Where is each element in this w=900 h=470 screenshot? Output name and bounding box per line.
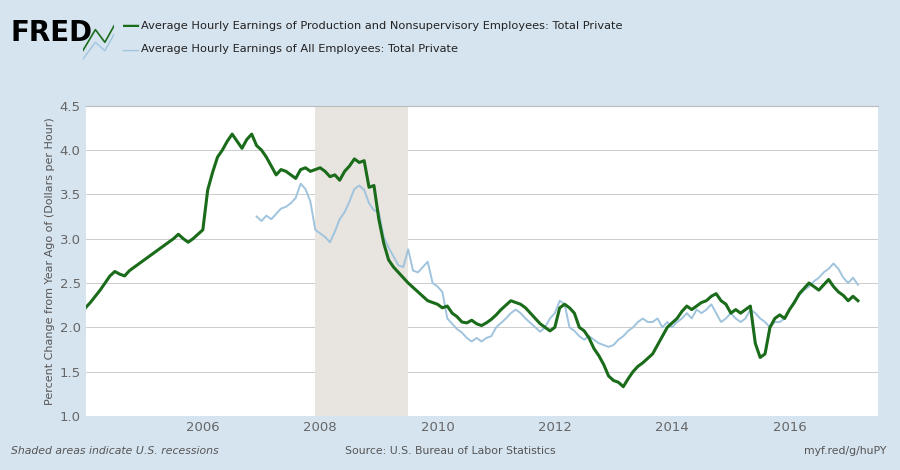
Text: —: —	[122, 17, 140, 35]
Text: Average Hourly Earnings of Production and Nonsupervisory Employees: Total Privat: Average Hourly Earnings of Production an…	[141, 21, 623, 31]
Text: FRED: FRED	[11, 19, 93, 47]
Text: myf.red/g/huPY: myf.red/g/huPY	[804, 446, 886, 456]
Text: Shaded areas indicate U.S. recessions: Shaded areas indicate U.S. recessions	[11, 446, 219, 456]
Text: —: —	[122, 40, 140, 58]
Text: Source: U.S. Bureau of Labor Statistics: Source: U.S. Bureau of Labor Statistics	[345, 446, 555, 456]
Text: Average Hourly Earnings of All Employees: Total Private: Average Hourly Earnings of All Employees…	[141, 44, 458, 55]
Y-axis label: Percent Change from Year Ago of (Dollars per Hour): Percent Change from Year Ago of (Dollars…	[45, 117, 55, 405]
Bar	[315, 106, 409, 416]
